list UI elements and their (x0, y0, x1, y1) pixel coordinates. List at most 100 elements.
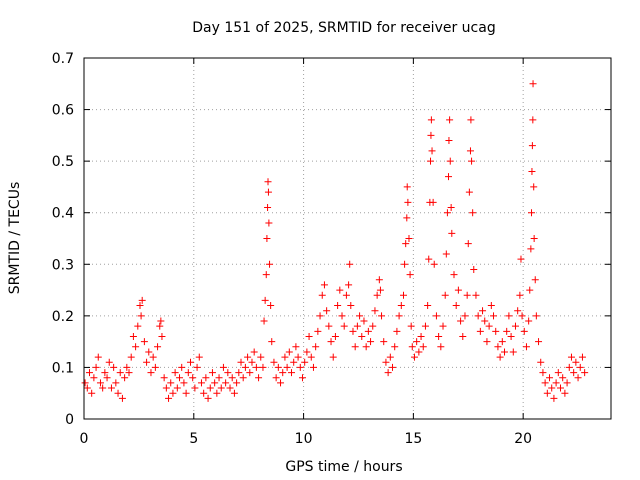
data-point (496, 353, 504, 361)
data-point (342, 291, 350, 299)
y-tick-label: 0.3 (52, 257, 74, 273)
data-point (279, 369, 287, 377)
data-point (137, 312, 145, 320)
data-point (292, 343, 300, 351)
data-point (85, 369, 93, 377)
data-point (336, 286, 344, 294)
data-point (195, 353, 203, 361)
data-point (132, 343, 140, 351)
data-point (250, 348, 258, 356)
data-point (318, 291, 326, 299)
data-point (134, 322, 142, 330)
data-point (103, 374, 111, 382)
data-point (88, 389, 96, 397)
data-point (461, 312, 469, 320)
data-point (554, 369, 562, 377)
data-point (389, 363, 397, 371)
data-point (186, 358, 194, 366)
data-point (463, 291, 471, 299)
data-point (307, 353, 315, 361)
data-point (156, 322, 164, 330)
data-point (472, 291, 480, 299)
x-tick-label: 15 (404, 431, 422, 447)
data-point (516, 291, 524, 299)
data-point (570, 369, 578, 377)
data-point (446, 157, 454, 165)
data-point (427, 157, 435, 165)
data-point (182, 389, 190, 397)
data-point (143, 358, 151, 366)
data-point (151, 363, 159, 371)
data-point (191, 384, 199, 392)
data-point (96, 379, 104, 387)
data-point (476, 327, 484, 335)
data-point (346, 260, 354, 268)
grid-lines (84, 58, 611, 419)
data-point (347, 302, 355, 310)
data-point (399, 291, 407, 299)
y-tick-label: 0.7 (52, 51, 74, 67)
data-point (386, 353, 394, 361)
data-point (509, 348, 517, 356)
data-point (525, 317, 533, 325)
data-point (541, 379, 549, 387)
data-point (281, 353, 289, 361)
data-point (503, 327, 511, 335)
data-point (528, 142, 536, 150)
data-point (105, 358, 113, 366)
data-point (369, 322, 377, 330)
data-point (565, 363, 573, 371)
data-point (452, 302, 460, 310)
data-point (518, 312, 526, 320)
data-point (288, 369, 296, 377)
data-point (578, 353, 586, 361)
data-point (403, 183, 411, 191)
data-point (169, 389, 177, 397)
y-axis-tick-labels: 0 0.1 0.2 0.3 0.4 0.5 0.6 0.7 (52, 51, 74, 428)
x-axis-tick-labels: 0 5 10 15 20 (80, 431, 533, 447)
data-point (464, 240, 472, 248)
data-point (215, 374, 223, 382)
data-point (261, 296, 269, 304)
data-point (255, 374, 263, 382)
data-point (454, 286, 462, 294)
data-point (429, 198, 437, 206)
data-point (252, 363, 260, 371)
data-point (241, 363, 249, 371)
data-point (178, 363, 186, 371)
data-point (285, 348, 293, 356)
data-point (441, 291, 449, 299)
data-point (206, 384, 214, 392)
data-point (378, 312, 386, 320)
x-axis-label: GPS time / hours (285, 459, 402, 475)
data-point (490, 312, 498, 320)
data-point (459, 332, 467, 340)
data-point (165, 394, 173, 402)
data-point (136, 302, 144, 310)
data-point (528, 209, 536, 217)
data-point (410, 353, 418, 361)
y-tick-label: 0.5 (52, 154, 74, 170)
data-point (447, 204, 455, 212)
data-point (415, 348, 423, 356)
data-point (450, 271, 458, 279)
data-point (419, 343, 427, 351)
data-point (430, 260, 438, 268)
data-point (530, 235, 538, 242)
data-point (345, 281, 353, 289)
data-point (266, 260, 274, 268)
data-point (427, 116, 435, 124)
data-point (403, 214, 411, 222)
data-point (517, 255, 525, 263)
data-point (90, 374, 98, 382)
data-point (162, 384, 170, 392)
data-point (145, 348, 153, 356)
data-point (393, 327, 401, 335)
data-point (552, 379, 560, 387)
data-point (535, 338, 543, 346)
data-point (358, 332, 366, 340)
y-tick-label: 0.6 (52, 103, 74, 119)
data-point (262, 271, 270, 279)
data-point (487, 302, 495, 310)
data-point (376, 286, 384, 294)
